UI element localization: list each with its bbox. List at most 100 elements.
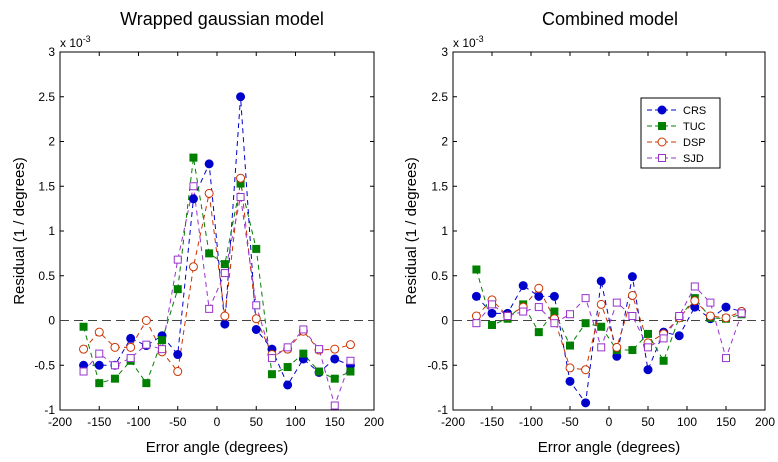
data-point xyxy=(471,291,481,301)
data-point xyxy=(565,363,575,373)
data-point xyxy=(189,182,198,191)
y-tick-label: 2.5 xyxy=(38,90,55,104)
data-point xyxy=(659,334,668,343)
data-point xyxy=(628,346,637,355)
y-multiplier-exponent: -3 xyxy=(476,34,484,44)
data-point xyxy=(565,376,575,386)
legend-label: CRS xyxy=(683,105,706,117)
y-tick-label: 2 xyxy=(48,135,55,149)
data-point xyxy=(549,291,559,301)
y-tick-label: -1 xyxy=(437,403,448,417)
data-point xyxy=(721,302,731,312)
data-point xyxy=(126,342,136,352)
data-point xyxy=(597,343,606,352)
data-point xyxy=(643,365,653,375)
y-tick-label: -0.5 xyxy=(427,358,448,372)
data-point xyxy=(534,303,543,312)
data-point xyxy=(283,380,293,390)
data-point xyxy=(737,309,746,318)
data-point xyxy=(487,308,497,318)
data-point xyxy=(658,122,666,130)
data-point xyxy=(518,281,528,291)
x-tick-label: -50 xyxy=(561,415,579,429)
data-point xyxy=(189,153,198,162)
data-point xyxy=(674,331,684,341)
data-point xyxy=(345,340,355,350)
data-point xyxy=(158,345,167,354)
data-point xyxy=(236,192,245,201)
plot-area: -200 -150 -100 -50 0 50 100 150 200 -1 -0.5 0 0.5 1 1.… xyxy=(427,45,775,429)
data-point xyxy=(188,194,198,204)
y-tick-label: 1.5 xyxy=(38,179,55,193)
x-tick-label: 200 xyxy=(755,415,775,429)
y-tick-label: 3 xyxy=(441,45,448,59)
data-point xyxy=(126,333,136,343)
data-point xyxy=(628,312,637,321)
y-tick-label: -1 xyxy=(44,403,55,417)
data-point xyxy=(596,299,606,309)
data-point xyxy=(690,296,700,306)
data-point xyxy=(220,260,229,269)
data-point xyxy=(204,188,214,198)
y-multiplier-base: x 10 xyxy=(453,36,476,50)
data-point xyxy=(721,313,731,323)
chart-title: Wrapped gaussian model xyxy=(120,9,324,29)
data-point xyxy=(79,322,88,331)
y-multiplier: x 10-3 xyxy=(453,34,484,50)
data-point xyxy=(566,341,574,350)
data-point xyxy=(330,354,340,364)
data-point xyxy=(659,356,668,365)
data-point xyxy=(330,401,339,410)
y-multiplier-base: x 10 xyxy=(60,36,83,50)
x-tick-label: 50 xyxy=(250,415,264,429)
data-point xyxy=(315,345,324,354)
x-tick-label: 200 xyxy=(364,415,384,429)
x-tick-label: -200 xyxy=(441,415,465,429)
x-tick-label: 150 xyxy=(716,415,736,429)
y-tick-label: 2.5 xyxy=(431,90,448,104)
y-axis-label: Residual (1 / degrees) xyxy=(11,157,28,305)
x-tick-label: -150 xyxy=(480,415,504,429)
data-point xyxy=(705,311,715,321)
data-point xyxy=(346,356,355,365)
data-point xyxy=(581,365,591,375)
data-point xyxy=(488,300,496,309)
data-point xyxy=(658,154,666,162)
data-point xyxy=(79,344,89,354)
data-point xyxy=(581,398,591,408)
data-point xyxy=(158,336,167,345)
x-axis-label: Error angle (degrees) xyxy=(538,439,681,456)
data-point xyxy=(644,329,652,338)
data-point xyxy=(519,307,528,316)
data-point xyxy=(690,282,699,291)
y-tick-label: 0.5 xyxy=(38,269,55,283)
data-point xyxy=(110,361,119,370)
data-point xyxy=(534,283,544,293)
data-point xyxy=(110,342,120,352)
x-axis-label: Error angle (degrees) xyxy=(146,439,289,456)
series-markers-sjd xyxy=(472,282,746,363)
data-point xyxy=(627,290,637,300)
data-point xyxy=(283,363,292,372)
y-tick-label: -0.5 xyxy=(34,358,55,372)
y-tick-label: 0 xyxy=(441,314,448,328)
x-tick-label: -150 xyxy=(87,415,111,429)
legend-item-dsp: DSP xyxy=(647,137,706,149)
data-point xyxy=(534,328,543,337)
data-point xyxy=(581,294,590,303)
legend-item-tuc: TUC xyxy=(647,121,706,133)
data-point xyxy=(596,276,606,286)
data-point xyxy=(597,322,606,331)
data-point xyxy=(657,137,667,147)
y-axis-label: Residual (1 / degrees) xyxy=(403,157,420,305)
legend-label: TUC xyxy=(683,121,706,133)
data-point xyxy=(471,311,481,321)
legend-item-sjd: SJD xyxy=(647,153,704,165)
data-point xyxy=(173,255,182,264)
data-point xyxy=(126,354,135,363)
x-tick-label: 50 xyxy=(641,415,655,429)
data-point xyxy=(534,291,544,301)
plot-frame xyxy=(59,51,375,411)
data-point xyxy=(472,319,481,328)
